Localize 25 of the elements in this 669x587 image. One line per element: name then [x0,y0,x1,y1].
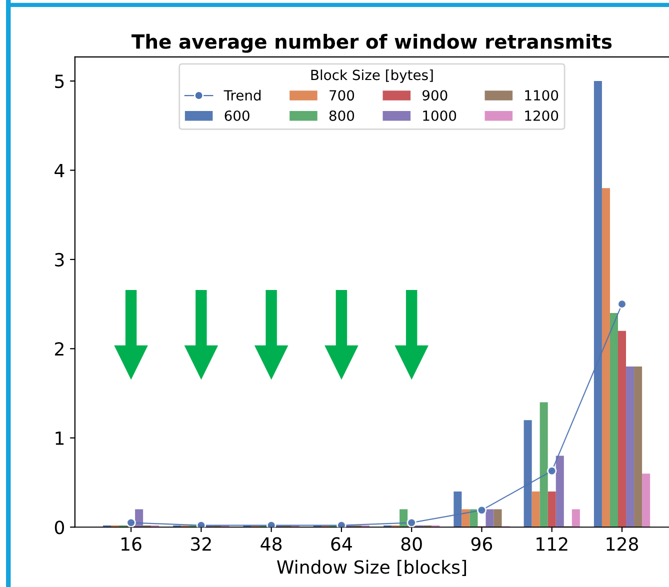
x-tick-label: 16 [122,537,142,551]
x-tick-label: 32 [191,537,211,551]
legend-label: 1200 [525,110,558,121]
y-tick-label: 0 [54,520,64,534]
legend-label: 900 [422,90,448,101]
legend-label: 1000 [423,110,456,121]
legend-title: Block Size [bytes] [311,69,433,83]
chart-title: The average number of window retransmits [132,34,612,53]
x-tick-label: 64 [331,537,352,551]
y-tick-label: 3 [55,252,64,267]
legend-label: 600 [224,110,250,121]
legend-label: Trend [224,90,261,101]
legend-label: 800 [329,110,354,121]
x-axis-title: Window Size [blocks] [277,560,466,576]
y-tick-label: 1 [56,432,64,445]
legend-label: 700 [330,90,354,101]
y-tick-label: 2 [55,342,64,356]
x-tick-label: 112 [536,537,568,551]
y-tick-label: 4 [54,164,64,178]
legend-label: 1100 [525,90,558,101]
x-tick-label: 128 [606,537,638,551]
x-tick-label: 96 [471,537,492,551]
y-tick-label: 5 [55,74,64,88]
x-tick-label: 80 [401,537,422,551]
x-tick-label: 48 [260,537,282,551]
